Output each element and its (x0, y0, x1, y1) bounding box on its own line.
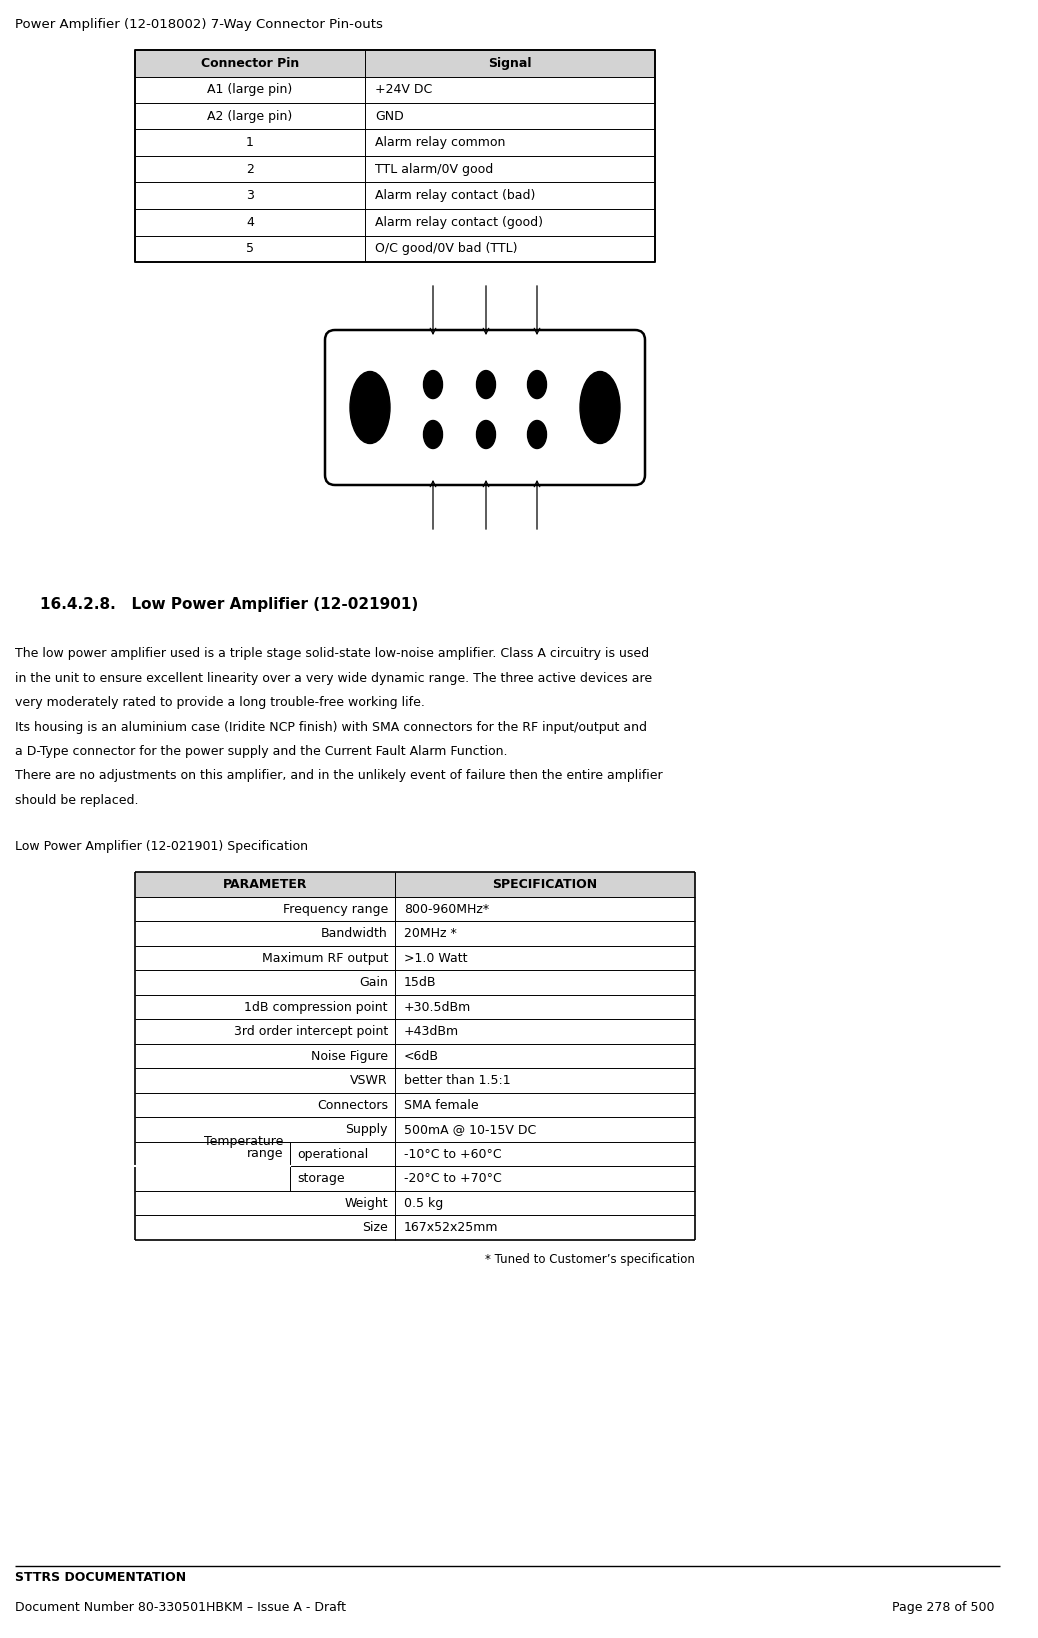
Text: a D-Type connector for the power supply and the Current Fault Alarm Function.: a D-Type connector for the power supply … (15, 745, 508, 758)
Text: Signal: Signal (488, 57, 531, 70)
Text: in the unit to ensure excellent linearity over a very wide dynamic range. The th: in the unit to ensure excellent linearit… (15, 672, 652, 685)
Ellipse shape (424, 421, 442, 449)
Text: 20MHz *: 20MHz * (404, 927, 457, 940)
Text: -10°C to +60°C: -10°C to +60°C (404, 1148, 501, 1161)
Text: Alarm relay contact (good): Alarm relay contact (good) (375, 216, 543, 229)
Text: A1 (large pin): A1 (large pin) (208, 84, 293, 97)
Text: Frequency range: Frequency range (282, 903, 388, 916)
Text: +30.5dBm: +30.5dBm (404, 1001, 471, 1014)
Text: +24V DC: +24V DC (375, 84, 432, 97)
Ellipse shape (580, 372, 620, 444)
Text: should be replaced.: should be replaced. (15, 794, 138, 808)
Text: 500mA @ 10-15V DC: 500mA @ 10-15V DC (404, 1124, 537, 1137)
Text: Size: Size (362, 1222, 388, 1235)
Text: A2 (large pin): A2 (large pin) (208, 110, 293, 123)
Text: The low power amplifier used is a triple stage solid-state low-noise amplifier. : The low power amplifier used is a triple… (15, 647, 649, 660)
Text: GND: GND (375, 110, 404, 123)
Text: +43dBm: +43dBm (404, 1025, 459, 1038)
Text: 15dB: 15dB (404, 976, 437, 989)
Text: 3: 3 (246, 190, 254, 201)
Text: Its housing is an aluminium case (Iridite NCP finish) with SMA connectors for th: Its housing is an aluminium case (Iridit… (15, 721, 647, 734)
Ellipse shape (424, 370, 442, 398)
Text: Power Amplifier (12-018002) 7-Way Connector Pin-outs: Power Amplifier (12-018002) 7-Way Connec… (15, 18, 383, 31)
Text: 4: 4 (246, 216, 254, 229)
Text: Temperature: Temperature (203, 1135, 283, 1148)
Text: 0.5 kg: 0.5 kg (404, 1197, 443, 1210)
Text: Bandwidth: Bandwidth (321, 927, 388, 940)
Text: 3rd order intercept point: 3rd order intercept point (234, 1025, 388, 1038)
Text: SPECIFICATION: SPECIFICATION (492, 878, 598, 891)
Text: There are no adjustments on this amplifier, and in the unlikely event of failure: There are no adjustments on this amplifi… (15, 770, 662, 783)
Text: -20°C to +70°C: -20°C to +70°C (404, 1173, 501, 1186)
Text: Gain: Gain (359, 976, 388, 989)
Text: STTRS DOCUMENTATION: STTRS DOCUMENTATION (15, 1571, 186, 1584)
Text: Alarm relay common: Alarm relay common (375, 136, 506, 149)
Text: Weight: Weight (345, 1197, 388, 1210)
Text: >1.0 Watt: >1.0 Watt (404, 952, 467, 965)
Text: Connectors: Connectors (317, 1099, 388, 1112)
Text: 2: 2 (246, 162, 254, 175)
Text: Document Number 80-330501HBKM – Issue A - Draft: Document Number 80-330501HBKM – Issue A … (15, 1600, 346, 1613)
Text: operational: operational (297, 1148, 368, 1161)
Text: 5: 5 (246, 242, 254, 256)
Text: 16.4.2.8.   Low Power Amplifier (12-021901): 16.4.2.8. Low Power Amplifier (12-021901… (40, 596, 418, 613)
Ellipse shape (527, 370, 546, 398)
Text: Connector Pin: Connector Pin (201, 57, 299, 70)
Text: better than 1.5:1: better than 1.5:1 (404, 1075, 511, 1088)
Bar (135, 873, 695, 898)
Text: * Tuned to Customer’s specification: * Tuned to Customer’s specification (485, 1253, 695, 1266)
Text: Page 278 of 500: Page 278 of 500 (893, 1600, 995, 1613)
Text: 1dB compression point: 1dB compression point (245, 1001, 388, 1014)
Text: range: range (246, 1147, 283, 1160)
Text: very moderately rated to provide a long trouble-free working life.: very moderately rated to provide a long … (15, 696, 425, 709)
Bar (135, 51, 655, 77)
Text: Maximum RF output: Maximum RF output (262, 952, 388, 965)
Ellipse shape (476, 421, 495, 449)
Bar (135, 51, 655, 262)
Text: PARAMETER: PARAMETER (223, 878, 307, 891)
Ellipse shape (350, 372, 390, 444)
Text: 800-960MHz*: 800-960MHz* (404, 903, 489, 916)
FancyBboxPatch shape (325, 329, 645, 485)
Text: Supply: Supply (346, 1124, 388, 1137)
Ellipse shape (476, 370, 495, 398)
Ellipse shape (527, 421, 546, 449)
Text: Low Power Amplifier (12-021901) Specification: Low Power Amplifier (12-021901) Specific… (15, 840, 308, 853)
Text: 167x52x25mm: 167x52x25mm (404, 1222, 498, 1235)
Text: 1: 1 (246, 136, 254, 149)
Text: TTL alarm/0V good: TTL alarm/0V good (375, 162, 493, 175)
Text: storage: storage (297, 1173, 345, 1186)
Text: SMA female: SMA female (404, 1099, 479, 1112)
Text: VSWR: VSWR (351, 1075, 388, 1088)
Text: <6dB: <6dB (404, 1050, 439, 1063)
Text: Alarm relay contact (bad): Alarm relay contact (bad) (375, 190, 536, 201)
Text: O/C good/0V bad (TTL): O/C good/0V bad (TTL) (375, 242, 518, 256)
Text: Noise Figure: Noise Figure (311, 1050, 388, 1063)
